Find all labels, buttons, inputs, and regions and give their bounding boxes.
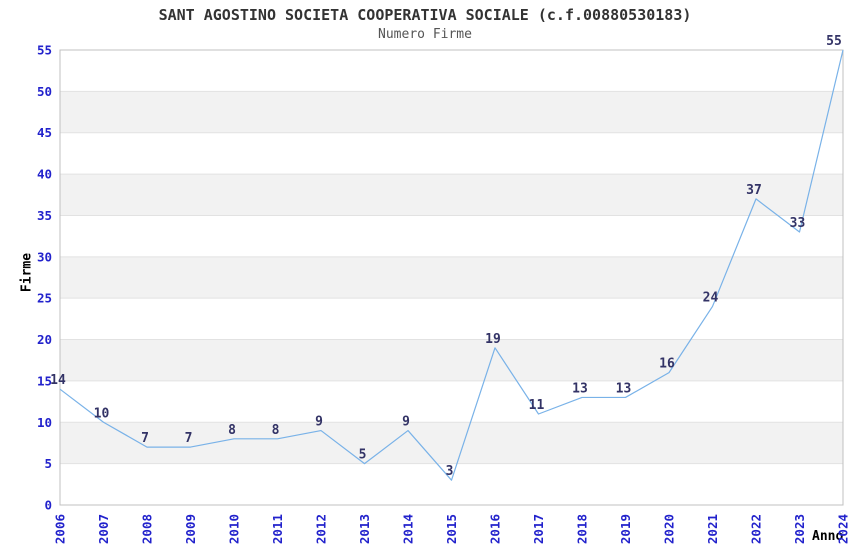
data-label: 7 [141, 431, 149, 446]
data-label: 19 [485, 332, 501, 347]
y-tick-label: 0 [44, 498, 52, 513]
data-label: 9 [402, 415, 410, 430]
x-tick-label: 2018 [575, 514, 590, 544]
x-tick-label: 2011 [270, 514, 285, 544]
x-tick-label: 2020 [662, 514, 677, 544]
grid-band [60, 174, 843, 216]
x-tick-label: 2007 [96, 514, 111, 544]
x-tick-label: 2023 [792, 514, 807, 544]
data-label: 13 [572, 381, 588, 396]
plot-border [59, 49, 844, 506]
chart-title: SANT AGOSTINO SOCIETA COOPERATIVA SOCIAL… [158, 6, 692, 24]
x-tick-label: 2019 [618, 514, 633, 544]
y-tick-label: 10 [37, 415, 52, 430]
x-tick-label: 2009 [183, 514, 198, 544]
x-tick-label: 2016 [488, 514, 503, 544]
x-tick-label: 2012 [314, 514, 329, 544]
x-tick-label: 2006 [53, 514, 68, 544]
data-label: 10 [94, 406, 110, 421]
y-tick-label: 5 [44, 456, 52, 471]
data-label: 37 [746, 183, 762, 198]
y-tick-label: 30 [37, 249, 52, 264]
x-tick-label: 2021 [705, 514, 720, 544]
y-tick-label: 40 [37, 167, 52, 182]
data-label: 8 [272, 423, 280, 438]
data-label: 3 [446, 464, 454, 479]
y-tick-label: 25 [37, 291, 52, 306]
x-tick-label: 2015 [444, 514, 459, 544]
x-tick-label: 2013 [357, 514, 372, 544]
data-label: 24 [703, 290, 719, 305]
data-label: 33 [790, 216, 806, 231]
grid-band [60, 422, 843, 464]
data-label: 14 [50, 373, 66, 388]
grid-band [60, 339, 843, 381]
data-label: 13 [616, 381, 632, 396]
grid-band [60, 91, 843, 133]
data-label: 5 [359, 448, 367, 463]
data-label: 11 [529, 398, 545, 413]
y-tick-label: 15 [37, 373, 52, 388]
x-tick-label: 2022 [749, 514, 764, 544]
data-label: 16 [659, 357, 675, 372]
x-tick-label: 2024 [836, 514, 850, 544]
data-label: 7 [185, 431, 193, 446]
x-tick-label: 2010 [227, 514, 242, 544]
y-tick-label: 20 [37, 332, 52, 347]
x-axis-title: Anno [812, 529, 844, 544]
y-tick-label: 45 [37, 125, 52, 140]
x-tick-label: 2008 [140, 514, 155, 544]
data-label: 9 [315, 415, 323, 430]
data-label: 8 [228, 423, 236, 438]
chart-subtitle: Numero Firme [378, 27, 472, 42]
y-tick-label: 55 [37, 43, 52, 58]
x-tick-label: 2014 [401, 514, 416, 544]
y-tick-label: 35 [37, 208, 52, 223]
data-label: 55 [826, 34, 842, 49]
x-tick-label: 2017 [531, 514, 546, 544]
y-tick-label: 50 [37, 84, 52, 99]
grid-band [60, 256, 843, 299]
series-line [59, 49, 844, 481]
